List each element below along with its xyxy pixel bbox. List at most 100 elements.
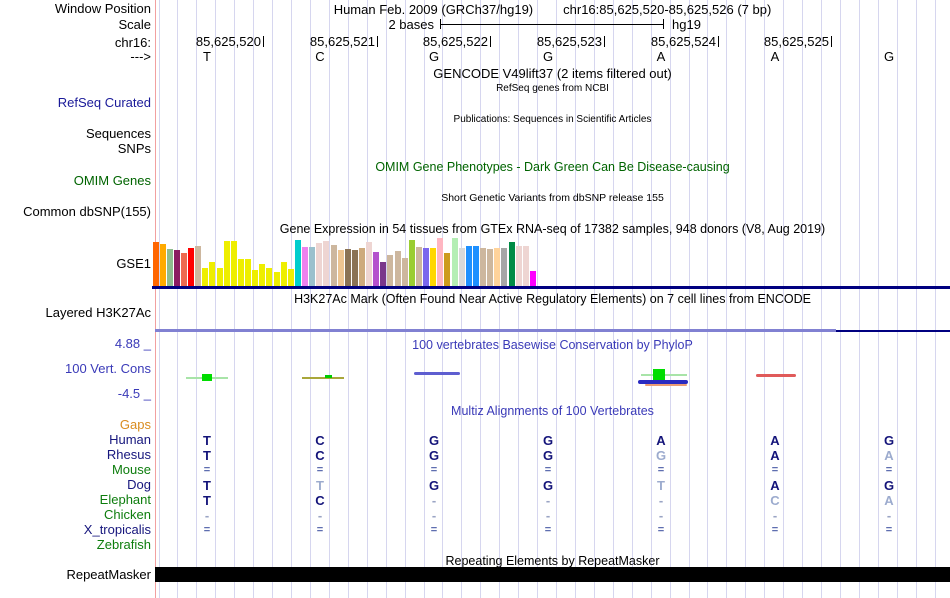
alignment-base-human: G	[542, 433, 554, 448]
phylop-mark	[653, 369, 665, 380]
sequence-base: G	[883, 49, 895, 64]
gtex-tissue-bar	[152, 242, 159, 286]
track-label-snps[interactable]: SNPs	[117, 141, 151, 156]
alignment-base-chicken: -	[886, 508, 892, 523]
gridline	[574, 0, 576, 598]
gtex-tissue-bar	[501, 248, 508, 286]
alignment-base-human: G	[428, 433, 440, 448]
ruler-position-label: 85,625,522	[422, 34, 488, 49]
alignment-base-elephant: -	[658, 493, 664, 508]
scale-bases-label: 2 bases	[388, 17, 434, 32]
ruler-tick	[490, 36, 491, 47]
ruler-position-label: 85,625,523	[536, 34, 602, 49]
track-label-layered-h3k27ac[interactable]: Layered H3K27Ac	[45, 305, 151, 320]
gridline	[518, 0, 520, 598]
gtex-tissue-bar	[259, 264, 266, 286]
scale-bar	[440, 24, 664, 25]
gridline	[499, 0, 501, 598]
alignment-base-elephant: T	[203, 493, 211, 508]
species-label-mouse[interactable]: Mouse	[111, 462, 151, 477]
gridline	[215, 0, 217, 598]
alignment-base-mouse: =	[771, 464, 779, 476]
gridline	[612, 0, 614, 598]
gtex-tissue-bar	[209, 262, 216, 286]
track-label-100-vert-cons[interactable]: 100 Vert. Cons	[65, 361, 151, 376]
track-label-common-dbsnp-155-[interactable]: Common dbSNP(155)	[23, 204, 151, 219]
gtex-tissue-bar	[316, 243, 323, 286]
gtex-tissue-bar	[302, 247, 309, 286]
gtex-tissue-bar	[287, 269, 294, 286]
gridline	[934, 0, 936, 598]
species-label-gaps[interactable]: Gaps	[119, 417, 151, 432]
h3k27ac-signal[interactable]	[155, 329, 836, 332]
track-label-omim-genes[interactable]: OMIM Genes	[73, 173, 151, 188]
alignment-base-human: A	[656, 433, 666, 448]
species-label-zebrafish[interactable]: Zebrafish	[96, 537, 151, 552]
gridline	[650, 0, 652, 598]
gtex-tissue-bar	[366, 242, 373, 286]
h3k27ac-signal-thin	[836, 330, 950, 332]
gridline	[877, 0, 879, 598]
track-label-gse1[interactable]: GSE1	[116, 256, 151, 271]
gridline	[291, 0, 292, 598]
gtex-tissue-bar	[344, 249, 351, 286]
species-label-chicken[interactable]: Chicken	[104, 507, 151, 522]
gtex-tissue-bar	[373, 252, 380, 286]
species-label-elephant[interactable]: Elephant	[99, 492, 151, 507]
track-title-omim: OMIM Gene Phenotypes - Dark Green Can Be…	[375, 160, 730, 174]
track-title-gtex: Gene Expression in 54 tissues from GTEx …	[279, 222, 826, 236]
gtex-tissue-bar	[351, 250, 358, 286]
alignment-base-mouse: =	[203, 464, 211, 476]
alignment-base-rhesus: A	[884, 448, 894, 463]
gridline	[631, 0, 633, 598]
track-label--4-5-: -4.5 _	[117, 386, 151, 401]
ruler-position-label: 85,625,524	[650, 34, 716, 49]
gridline	[404, 0, 406, 598]
gridline	[385, 0, 387, 598]
alignment-base-elephant: C	[770, 493, 780, 508]
species-label-dog[interactable]: Dog	[127, 477, 151, 492]
gtex-tissue-bar	[266, 268, 273, 286]
gtex-tissue-bar	[465, 246, 472, 286]
alignment-base-dog: T	[203, 478, 211, 493]
gtex-tissue-bar	[294, 240, 301, 286]
gtex-tissue-bar	[188, 248, 195, 286]
gridline	[272, 0, 274, 598]
alignment-base-rhesus: G	[542, 448, 554, 463]
alignment-base-dog: A	[770, 478, 780, 493]
gridline	[915, 0, 917, 598]
alignment-base-human: A	[770, 433, 780, 448]
alignment-base-elephant: A	[884, 493, 894, 508]
track-label-sequences[interactable]: Sequences	[85, 126, 151, 141]
gridline	[480, 0, 482, 598]
gtex-tissue-bar	[166, 249, 173, 286]
gridline	[821, 0, 823, 598]
alignment-base-elephant: C	[315, 493, 325, 508]
gridline	[328, 0, 330, 598]
gtex-tissue-bar	[337, 250, 344, 286]
gridline	[556, 0, 558, 598]
track-label-refseq-curated[interactable]: RefSeq Curated	[57, 95, 151, 110]
sequence-base: A	[770, 49, 780, 64]
alignment-base-dog: T	[657, 478, 665, 493]
gtex-tissue-bar	[202, 268, 209, 286]
gtex-tissue-bar	[309, 247, 316, 286]
gtex-tissue-bar	[529, 271, 536, 286]
gtex-tissue-bar	[408, 240, 415, 286]
alignment-base-dog: G	[883, 478, 895, 493]
gtex-tissue-bar	[237, 259, 244, 286]
gtex-tissue-bar	[451, 238, 458, 286]
gridline	[726, 0, 728, 598]
alignment-base-x_tropicalis: =	[430, 524, 438, 536]
species-label-human[interactable]: Human	[109, 432, 151, 447]
phylop-mark	[325, 375, 332, 378]
alignment-base-x_tropicalis: =	[316, 524, 324, 536]
track-label-repeatmasker[interactable]: RepeatMasker	[66, 567, 151, 582]
ruler-tick	[831, 36, 832, 47]
repeatmasker-element[interactable]	[155, 567, 950, 582]
alignment-base-mouse: =	[657, 464, 665, 476]
track-title-phylop: 100 vertebrates Basewise Conservation by…	[412, 338, 693, 352]
species-label-rhesus[interactable]: Rhesus	[106, 447, 151, 462]
species-label-x_tropicalis[interactable]: X_tropicalis	[83, 522, 151, 537]
phylop-mark	[414, 372, 460, 375]
